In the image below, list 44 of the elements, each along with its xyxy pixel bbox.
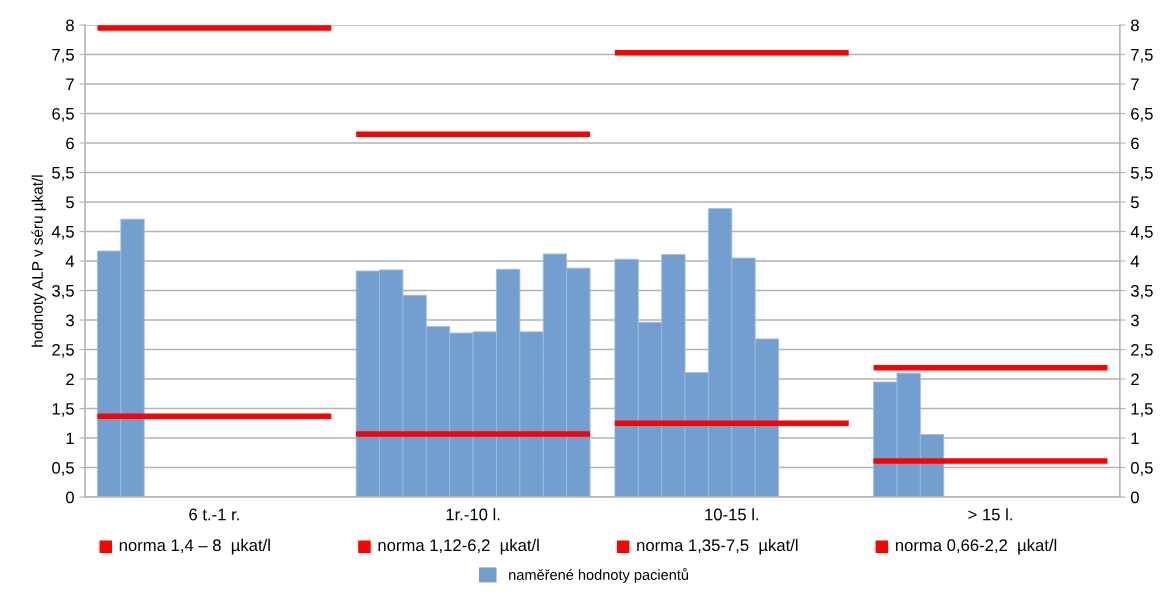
y2-tick-label: 4,5 (1130, 226, 1153, 240)
x-tick-label: 10-15 l. (705, 508, 759, 521)
legend-label: norma 0,66-2,2 µkat/l (895, 538, 1057, 555)
legend-label: norma 1,4 – 8 µkat/l (119, 538, 270, 555)
y-axis-title: hodnoty ALP v séru µkat/l (31, 175, 46, 347)
y2-tick-label: 3,5 (1130, 284, 1153, 299)
y2-tick-label: 6,5 (1131, 107, 1153, 122)
y-tick-label: 6 (66, 137, 74, 150)
y-tick-label: 4 (65, 255, 75, 268)
y2-tick-label: 2 (1131, 373, 1139, 386)
y2-tick-label: 0 (1130, 491, 1139, 504)
y-tick-label: 1,5 (52, 403, 74, 417)
y-tick-label: 5,5 (52, 167, 74, 181)
y-tick-label: 3,5 (52, 284, 74, 299)
x-tick-label: > 15 l. (968, 508, 1012, 521)
legend-label: naměřené hodnoty pacientů (509, 568, 689, 583)
y-tick-label: 1 (66, 432, 74, 445)
y-tick-label: 4,5 (51, 226, 74, 240)
y2-tick-label: 8 (1131, 19, 1139, 32)
y2-tick-label: 0,5 (1130, 461, 1153, 476)
y2-tick-label: 3 (1130, 314, 1139, 327)
y-tick-label: 7 (66, 78, 74, 91)
y-tick-label: 5 (66, 196, 74, 209)
y-tick-label: 6,5 (52, 107, 74, 122)
y2-tick-label: 2,5 (1131, 343, 1153, 358)
y-tick-label: 2,5 (52, 343, 74, 358)
x-tick-label: 6 t.-1 r. (189, 508, 239, 521)
y-tick-label: 0,5 (52, 461, 74, 476)
legend-label: norma 1,12-6,2 µkat/l (378, 538, 539, 555)
legend-label: norma 1,35-7,5 µkat/l (637, 538, 798, 555)
y2-tick-label: 5 (1130, 196, 1139, 209)
y-tick-label: 7,5 (52, 49, 74, 63)
y2-tick-label: 5,5 (1130, 167, 1153, 181)
y-tick-label: 2 (66, 373, 74, 386)
y2-tick-label: 4 (1130, 255, 1140, 268)
y2-tick-label: 1,5 (1131, 403, 1153, 417)
y-tick-label: 0 (66, 491, 74, 504)
y2-tick-label: 7,5 (1131, 49, 1153, 63)
y-tick-label: 3 (65, 314, 74, 327)
y-tick-label: 8 (66, 19, 74, 32)
y2-tick-label: 1 (1131, 432, 1139, 445)
x-tick-label: 1r.-10 l. (446, 508, 500, 521)
y2-tick-label: 6 (1131, 137, 1139, 150)
y2-tick-label: 7 (1131, 78, 1139, 91)
